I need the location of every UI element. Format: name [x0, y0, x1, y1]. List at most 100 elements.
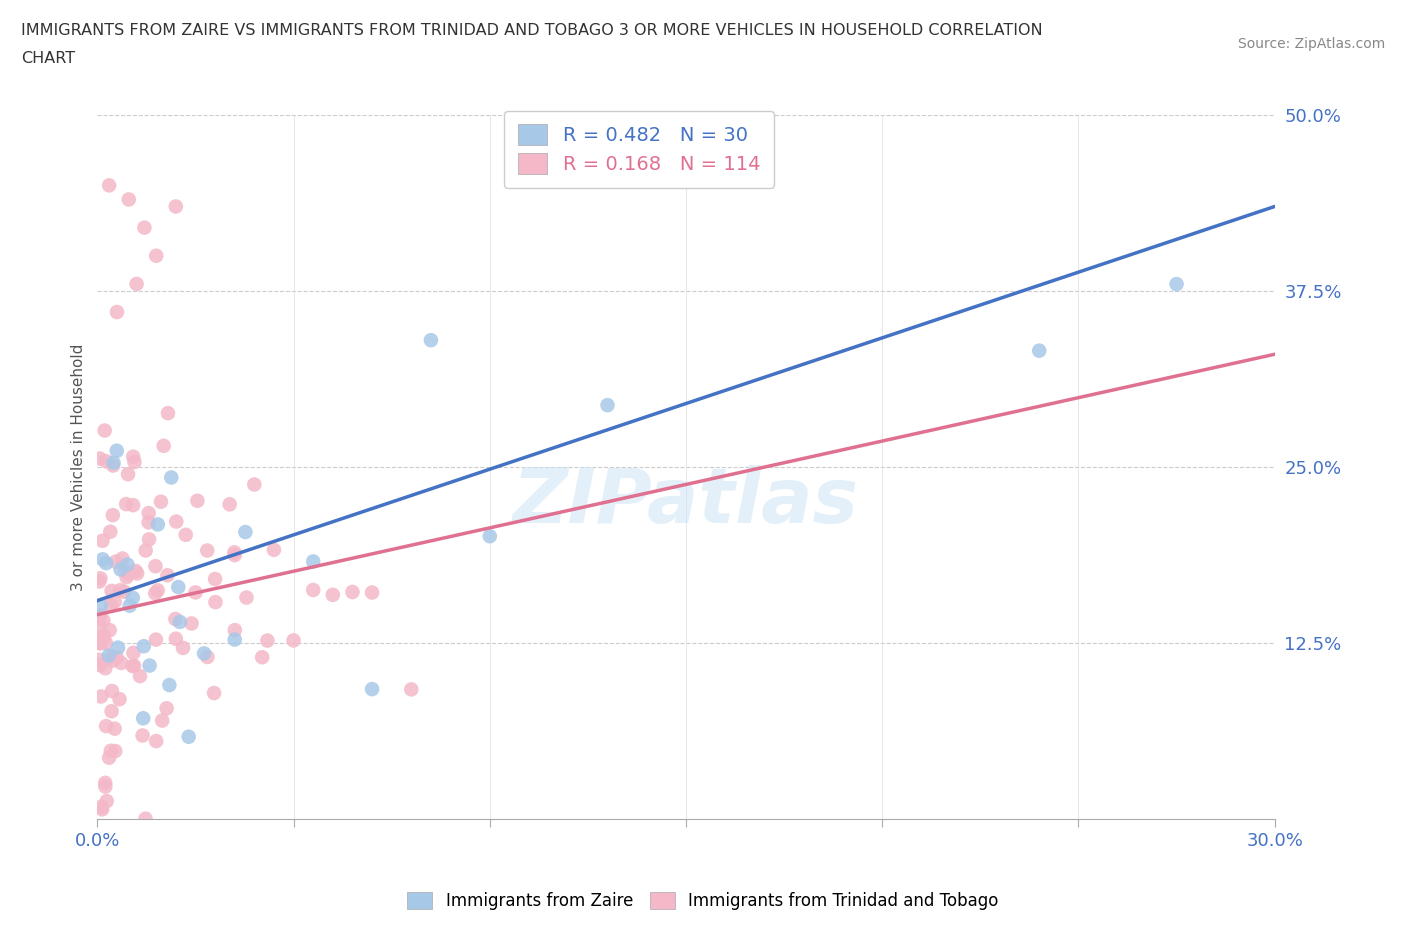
Point	[94, 776, 117, 790]
Point	[98, 623, 121, 638]
Point	[165, 199, 187, 214]
Point	[361, 585, 384, 600]
Point	[91, 613, 114, 628]
Point	[89, 574, 111, 589]
Legend: R = 0.482   N = 30, R = 0.168   N = 114: R = 0.482 N = 30, R = 0.168 N = 114	[505, 111, 773, 188]
Point	[101, 508, 124, 523]
Point	[263, 542, 285, 557]
Point	[100, 743, 122, 758]
Point	[165, 514, 187, 529]
Point	[152, 438, 174, 453]
Point	[197, 649, 219, 664]
Point	[184, 585, 207, 600]
Point	[250, 650, 273, 665]
Point	[302, 582, 325, 597]
Point	[89, 658, 111, 672]
Point	[93, 629, 115, 644]
Point	[155, 701, 177, 716]
Point	[111, 551, 134, 566]
Point	[89, 610, 111, 625]
Point	[145, 248, 167, 263]
Point	[129, 669, 152, 684]
Point	[115, 570, 138, 585]
Point	[100, 598, 122, 613]
Text: ZIPatlas: ZIPatlas	[513, 465, 859, 539]
Point	[125, 276, 148, 291]
Point	[156, 568, 179, 583]
Point	[138, 506, 160, 521]
Point	[117, 566, 139, 581]
Point	[165, 612, 187, 627]
Point	[108, 692, 131, 707]
Point	[101, 653, 124, 668]
Point	[143, 586, 166, 601]
Point	[93, 423, 115, 438]
Point	[157, 678, 180, 693]
Point	[112, 584, 135, 599]
Point	[145, 734, 167, 749]
Point	[89, 635, 111, 650]
Point	[169, 615, 191, 630]
Point	[145, 632, 167, 647]
Point	[172, 641, 194, 656]
Point	[1166, 276, 1188, 291]
Y-axis label: 3 or more Vehicles in Household: 3 or more Vehicles in Household	[72, 343, 86, 591]
Point	[110, 656, 132, 671]
Point	[94, 454, 117, 469]
Point	[132, 711, 155, 725]
Point	[91, 533, 114, 548]
Point	[138, 532, 160, 547]
Point	[224, 545, 246, 560]
Point	[94, 779, 117, 794]
Point	[202, 685, 225, 700]
Legend: Immigrants from Zaire, Immigrants from Trinidad and Tobago: Immigrants from Zaire, Immigrants from T…	[401, 885, 1005, 917]
Point	[235, 591, 257, 605]
Point	[1028, 343, 1050, 358]
Point	[90, 598, 112, 613]
Point	[105, 305, 128, 320]
Point	[122, 658, 145, 673]
Point	[342, 585, 364, 600]
Point	[97, 648, 120, 663]
Point	[100, 704, 122, 719]
Point	[204, 572, 226, 587]
Point	[160, 470, 183, 485]
Text: CHART: CHART	[21, 51, 75, 66]
Point	[138, 658, 160, 673]
Point	[193, 646, 215, 661]
Point	[165, 631, 187, 646]
Point	[145, 559, 167, 574]
Point	[146, 517, 169, 532]
Point	[108, 583, 131, 598]
Point	[104, 721, 127, 736]
Point	[91, 802, 114, 817]
Point	[132, 639, 155, 654]
Point	[419, 333, 441, 348]
Point	[177, 729, 200, 744]
Point	[186, 493, 208, 508]
Point	[322, 588, 344, 603]
Point	[122, 645, 145, 660]
Point	[98, 751, 121, 765]
Point	[89, 653, 111, 668]
Point	[104, 594, 127, 609]
Point	[596, 398, 619, 413]
Point	[127, 566, 149, 581]
Point	[121, 658, 143, 673]
Point	[117, 557, 139, 572]
Point	[89, 571, 111, 586]
Point	[146, 583, 169, 598]
Point	[138, 515, 160, 530]
Point	[101, 458, 124, 473]
Point	[302, 554, 325, 569]
Point	[90, 800, 112, 815]
Point	[224, 623, 246, 638]
Point	[114, 564, 136, 578]
Point	[90, 689, 112, 704]
Point	[122, 498, 145, 512]
Point	[134, 811, 156, 826]
Point	[134, 220, 156, 235]
Text: Source: ZipAtlas.com: Source: ZipAtlas.com	[1237, 37, 1385, 51]
Point	[167, 579, 190, 594]
Point	[101, 649, 124, 664]
